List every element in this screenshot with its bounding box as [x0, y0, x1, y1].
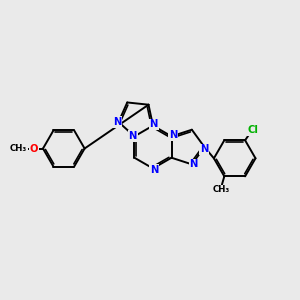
Text: CH₃: CH₃ — [10, 144, 27, 153]
Text: N: N — [190, 159, 198, 169]
Text: N: N — [128, 131, 137, 141]
Text: CH₃: CH₃ — [213, 185, 230, 194]
Text: Cl: Cl — [248, 125, 259, 135]
Text: O: O — [30, 143, 38, 154]
Text: N: N — [150, 165, 158, 175]
Text: N: N — [200, 144, 208, 154]
Text: N: N — [149, 119, 158, 129]
Text: N: N — [113, 117, 121, 127]
Text: N: N — [169, 130, 178, 140]
